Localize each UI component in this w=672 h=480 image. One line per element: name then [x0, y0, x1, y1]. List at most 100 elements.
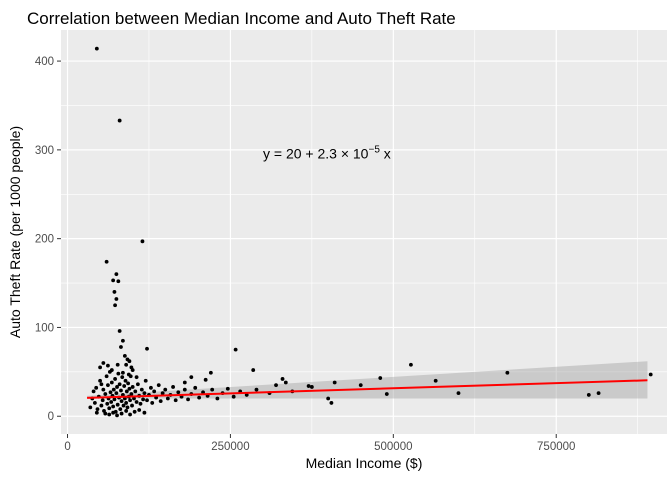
data-point — [160, 391, 165, 396]
y-tick-label: 100 — [35, 322, 54, 334]
data-point — [326, 396, 331, 401]
data-point — [132, 396, 136, 401]
data-point — [358, 383, 363, 388]
data-point — [145, 346, 149, 351]
data-point — [215, 396, 220, 401]
data-point — [108, 390, 113, 395]
data-point — [505, 370, 510, 375]
data-point — [101, 361, 106, 365]
data-point — [182, 387, 187, 392]
data-point — [138, 401, 143, 406]
data-point — [116, 279, 121, 284]
data-point — [251, 368, 256, 372]
data-point — [149, 385, 153, 390]
data-point — [378, 376, 383, 380]
equation-exponent: −5 — [368, 145, 380, 156]
data-point — [121, 370, 125, 375]
data-point — [193, 385, 198, 390]
plot-panel — [61, 30, 667, 434]
data-point — [197, 395, 202, 400]
data-point — [121, 338, 125, 343]
data-point — [129, 392, 134, 396]
data-point — [109, 368, 114, 372]
equation-prefix: y = 20 + 2.3 × 10 — [263, 146, 369, 162]
data-point — [158, 399, 163, 404]
y-axis-title: Auto Theft Rate (per 1000 people) — [7, 126, 23, 338]
data-point — [134, 375, 139, 380]
data-point — [329, 401, 334, 405]
data-point — [111, 404, 116, 409]
data-point — [203, 377, 208, 382]
data-point — [107, 406, 112, 411]
data-point — [596, 391, 601, 396]
data-point — [120, 375, 125, 380]
minor-gridlines — [61, 30, 667, 434]
data-point — [586, 393, 591, 397]
y-tick-label: 300 — [35, 145, 54, 157]
data-point — [92, 401, 97, 405]
data-point — [104, 259, 109, 264]
data-point — [139, 387, 144, 392]
data-point — [91, 389, 96, 394]
data-point — [163, 387, 168, 392]
data-point — [123, 378, 128, 383]
data-point — [130, 403, 134, 408]
regression-line — [87, 379, 648, 399]
data-point — [99, 382, 104, 387]
data-point — [165, 396, 170, 401]
data-point — [94, 46, 99, 51]
data-point — [130, 368, 135, 372]
x-tick-label: 0 — [64, 441, 70, 453]
data-point — [104, 374, 109, 379]
data-point — [648, 372, 653, 377]
data-point — [119, 388, 123, 393]
data-point — [113, 377, 117, 381]
y-tick-label: 0 — [48, 411, 54, 423]
data-point — [112, 397, 117, 402]
data-point — [115, 402, 120, 407]
data-point — [182, 380, 187, 385]
data-point — [171, 385, 175, 389]
data-point — [95, 407, 100, 412]
y-tick-label: 400 — [35, 56, 54, 68]
data-point — [111, 278, 116, 283]
data-point — [115, 362, 120, 367]
chart-title: Correlation between Median Income and Au… — [27, 9, 456, 28]
equation-suffix: x — [380, 146, 391, 162]
data-point — [130, 385, 135, 389]
data-point — [119, 411, 124, 416]
data-point — [114, 272, 119, 277]
data-point — [141, 397, 146, 402]
data-point — [280, 377, 285, 381]
data-point — [105, 401, 110, 406]
x-axis: 0 250000 500000 750000 — [64, 434, 575, 453]
data-point — [114, 297, 119, 301]
data-point — [88, 405, 93, 410]
data-point — [118, 407, 123, 412]
data-point — [225, 386, 230, 391]
data-point — [137, 408, 142, 412]
data-point — [126, 372, 131, 377]
data-point — [115, 385, 119, 389]
data-point — [210, 387, 215, 392]
data-point — [115, 413, 119, 418]
data-point — [306, 384, 311, 388]
data-point — [152, 389, 157, 394]
data-point — [125, 405, 130, 410]
data-point — [103, 411, 108, 416]
data-point — [244, 393, 249, 397]
data-point — [127, 386, 132, 391]
data-point — [189, 375, 194, 380]
data-point — [121, 403, 126, 408]
data-point — [384, 392, 389, 396]
regression-equation: y = 20 + 2.3 × 10−5 x — [263, 145, 391, 162]
data-point — [119, 399, 124, 404]
data-point — [124, 401, 129, 405]
data-point — [128, 412, 132, 417]
data-point — [119, 345, 123, 349]
data-point — [409, 362, 413, 367]
data-point — [186, 397, 190, 402]
data-point — [100, 398, 105, 403]
data-point — [124, 362, 129, 367]
data-point — [122, 353, 127, 358]
